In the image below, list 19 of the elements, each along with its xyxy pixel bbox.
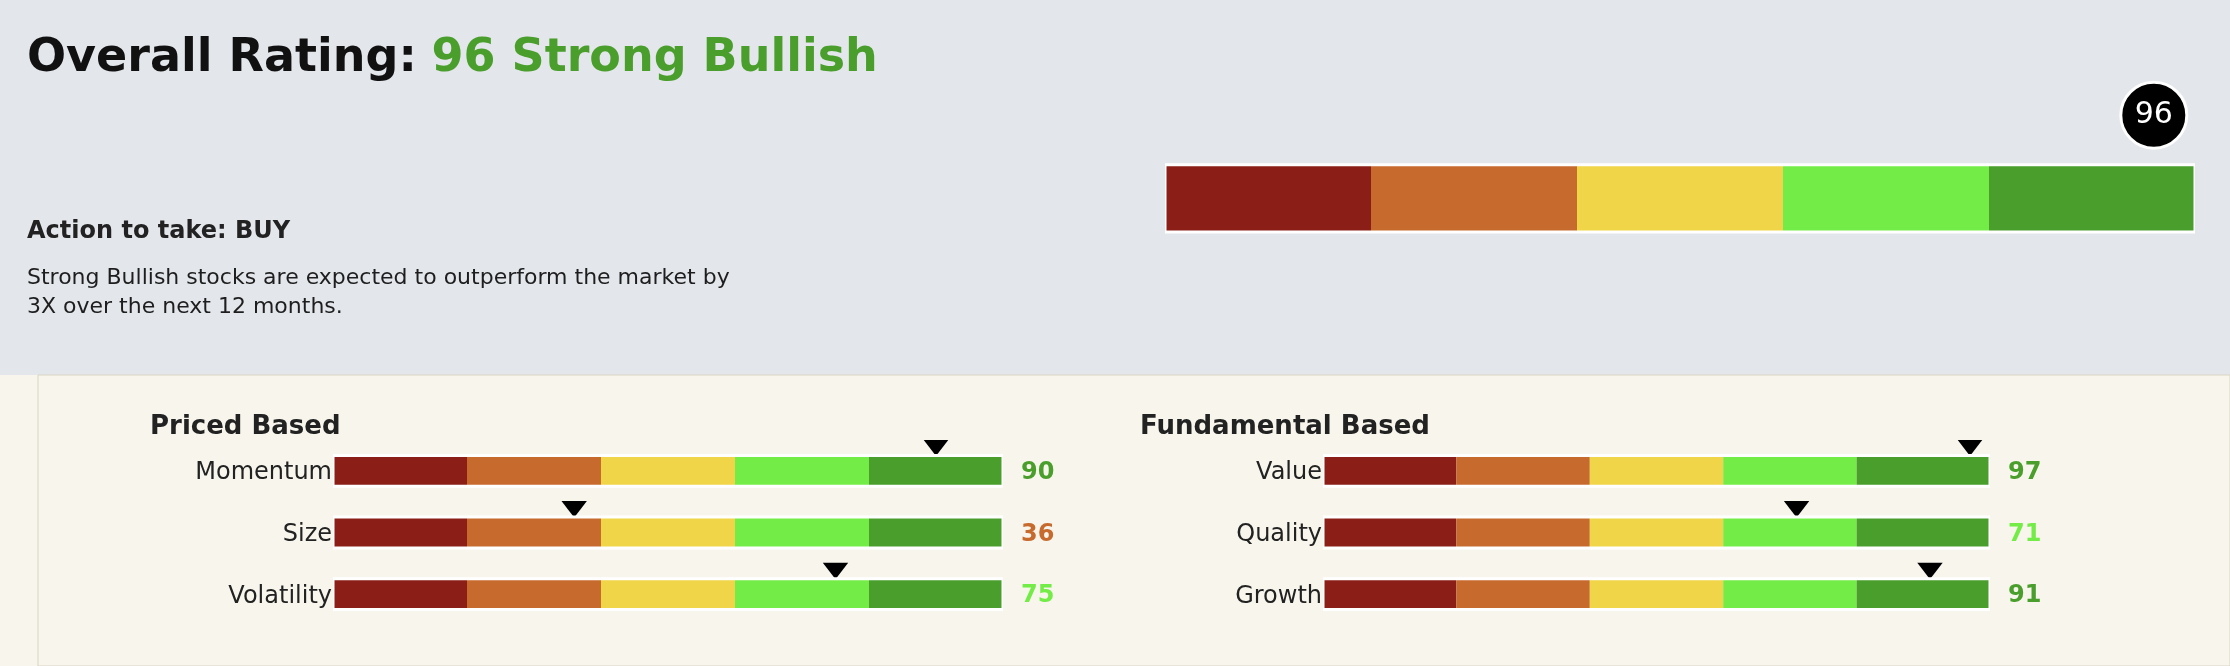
category-label: Momentum	[195, 457, 332, 486]
category-label: Size	[282, 518, 332, 547]
text: Strong Bullish stocks are expected to outperform the market by 3X over the next 12 months.	[27, 264, 730, 318]
text: Priced Based	[150, 410, 341, 440]
category-label: Quality	[1236, 518, 1322, 547]
category-label: Growth	[1235, 580, 1322, 609]
data-label: 97	[2008, 457, 2042, 485]
text: 96 Strong Bullish	[431, 28, 878, 82]
category-label: Volatility	[228, 580, 332, 609]
data-label: 36	[1021, 519, 1055, 547]
category-label: Value	[1256, 457, 1322, 486]
text: Action to take: BUY	[27, 216, 291, 244]
data-label: 96	[2134, 94, 2173, 130]
text: Overall Rating:	[27, 28, 417, 82]
data-label: 71	[2008, 519, 2042, 547]
data-label: 90	[1021, 457, 1055, 485]
data-label: 75	[1021, 580, 1055, 608]
text: Fundamental Based	[1140, 410, 1430, 440]
data-label: 91	[2008, 580, 2042, 608]
